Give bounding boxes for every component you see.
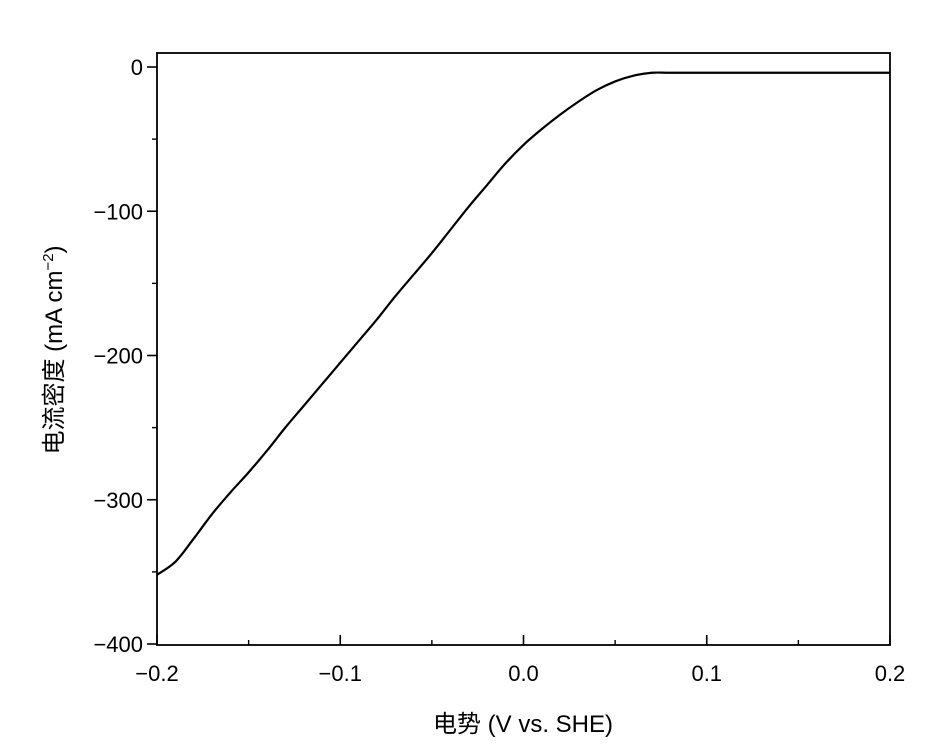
x-axis-label: 电势 (V vs. SHE) — [433, 711, 613, 738]
series-line — [156, 71, 890, 576]
y-tick-label: −100 — [93, 199, 143, 224]
y-tick-label: −200 — [93, 344, 143, 369]
y-axis-label: 电流密度 (mA cm−2) — [40, 245, 68, 454]
axis-ticks — [147, 66, 891, 645]
x-tick-label: −0.2 — [135, 661, 178, 686]
y-tick-label: −300 — [93, 488, 143, 513]
y-axis-label-superscript: −2 — [40, 253, 57, 270]
plot-area — [156, 71, 890, 576]
tick-labels: −0.2 −0.1 0.0 0.1 0.2 0 −100 −200 −300 −400 — [93, 55, 905, 686]
y-tick-label: 0 — [131, 55, 143, 80]
x-tick-label: 0.1 — [691, 661, 722, 686]
y-axis-label-main: 电流密度 (mA cm — [41, 271, 68, 455]
x-tick-label: 0.0 — [508, 661, 539, 686]
x-tick-label: −0.1 — [319, 661, 362, 686]
y-tick-label: −400 — [93, 632, 143, 657]
x-tick-label: 0.2 — [875, 661, 906, 686]
plot-frame — [156, 52, 891, 646]
y-axis-label-close: ) — [41, 245, 68, 253]
